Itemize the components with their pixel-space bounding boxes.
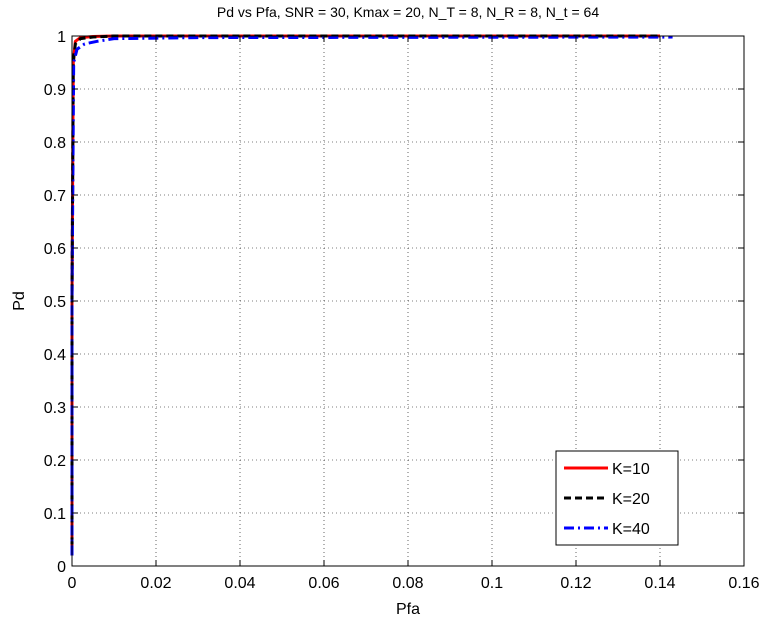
y-tick-label: 1: [57, 29, 66, 46]
legend-label: K=10: [612, 461, 650, 478]
legend: K=10 K=20 K=40: [555, 450, 679, 546]
y-tick-label: 0.8: [44, 135, 66, 152]
legend-label: K=20: [612, 491, 650, 508]
x-tick-label: 0.16: [728, 575, 759, 592]
x-tick-label: 0.08: [392, 575, 423, 592]
y-tick-label: 0: [57, 559, 66, 576]
x-axis-label: Pfa: [396, 601, 420, 618]
x-tick-label: 0.1: [481, 575, 503, 592]
x-tick-label: 0.02: [140, 575, 171, 592]
y-tick-label: 0.5: [44, 294, 66, 311]
series-line-k-40: [70, 35, 673, 556]
y-axis-label: Pd: [11, 291, 28, 311]
x-tick-label: 0.04: [224, 575, 255, 592]
y-tick-label: 0.9: [44, 82, 66, 99]
y-tick-label: 0.6: [44, 241, 66, 258]
x-tick-label: 0: [68, 575, 77, 592]
x-tick-label: 0.06: [308, 575, 339, 592]
y-tick-label: 0.1: [44, 506, 66, 523]
y-tick-label: 0.2: [44, 453, 66, 470]
chart-title: Pd vs Pfa, SNR = 30, Kmax = 20, N_T = 8,…: [217, 4, 599, 20]
x-tick-label: 0.14: [644, 575, 675, 592]
x-tick-label: 0.12: [560, 575, 591, 592]
legend-label: K=40: [612, 521, 650, 538]
y-tick-label: 0.4: [44, 347, 66, 364]
y-tick-label: 0.3: [44, 400, 66, 417]
y-tick-label: 0.7: [44, 188, 66, 205]
axis-ticks: 0 0.02 0.04 0.06 0.08 0.1 0.12 0.14 0.16 0 0.1 0.2 0…: [44, 29, 760, 592]
